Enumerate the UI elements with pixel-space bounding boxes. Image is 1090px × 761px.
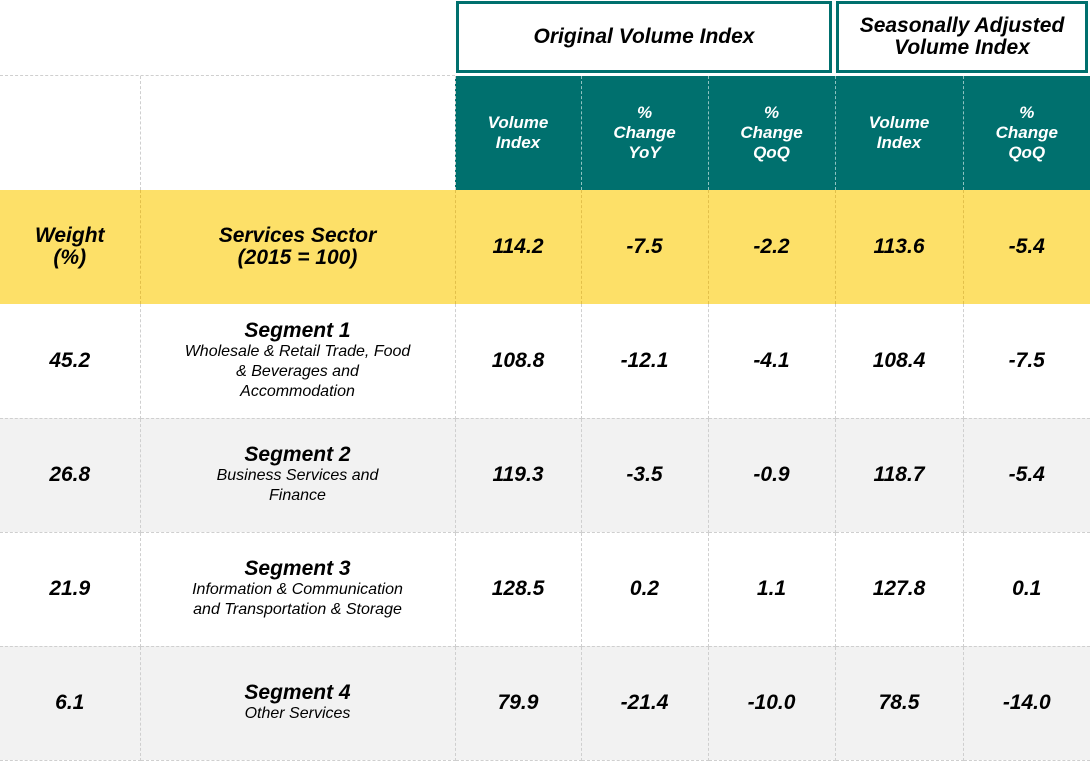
segment-title: Segment 4	[244, 681, 351, 704]
row-value: 78.5	[835, 646, 964, 761]
row-value: 118.7	[835, 418, 964, 533]
row-value: 128.5	[455, 532, 582, 647]
sector-value: -7.5	[581, 190, 709, 304]
row-segment: Segment 2 Business Services and Finance	[140, 418, 456, 533]
row-weight: 6.1	[0, 646, 141, 761]
table-row: 26.8 Segment 2 Business Services and Fin…	[0, 418, 1090, 533]
row-value: 108.8	[455, 304, 582, 419]
segment-description: Information & Communication and Transpor…	[192, 581, 403, 618]
row-value: 108.4	[835, 304, 964, 419]
header-blank-sector	[140, 76, 456, 190]
row-segment: Segment 3 Information & Communication an…	[140, 532, 456, 647]
column-header-change-yoy: % Change YoY	[581, 76, 709, 190]
weight-header: Weight (%)	[0, 190, 141, 304]
group-header-original-label: Original Volume Index	[533, 25, 755, 48]
row-value: -5.4	[963, 418, 1090, 533]
row-segment: Segment 4 Other Services	[140, 646, 456, 761]
row-weight: 26.8	[0, 418, 141, 533]
top-left-divider	[0, 75, 455, 76]
table-row: 21.9 Segment 3 Information & Communicati…	[0, 532, 1090, 647]
data-table: Volume Index % Change YoY % Change QoQ V…	[0, 76, 1090, 761]
group-header-seasonally-adjusted-label: Seasonally Adjusted Volume Index	[859, 14, 1065, 59]
row-value: -12.1	[581, 304, 709, 419]
row-weight: 21.9	[0, 532, 141, 647]
row-value: -7.5	[963, 304, 1090, 419]
row-value: -14.0	[963, 646, 1090, 761]
column-header-sa-change-qoq: % Change QoQ	[963, 76, 1090, 190]
row-value: 1.1	[708, 532, 836, 647]
column-header-row: Volume Index % Change YoY % Change QoQ V…	[0, 76, 1090, 190]
sector-value: 113.6	[835, 190, 964, 304]
row-value: 0.2	[581, 532, 709, 647]
segment-description: Wholesale & Retail Trade, Food & Beverag…	[184, 342, 411, 400]
row-value: -21.4	[581, 646, 709, 761]
row-segment: Segment 1 Wholesale & Retail Trade, Food…	[140, 304, 456, 419]
row-value: -10.0	[708, 646, 836, 761]
column-header-change-qoq: % Change QoQ	[708, 76, 836, 190]
sector-value: 114.2	[455, 190, 582, 304]
row-value: 79.9	[455, 646, 582, 761]
row-value: 127.8	[835, 532, 964, 647]
segment-title: Segment 2	[244, 443, 351, 466]
row-value: -4.1	[708, 304, 836, 419]
segment-title: Segment 1	[244, 318, 351, 342]
column-header-volume-index: Volume Index	[455, 76, 582, 190]
header-blank-weight	[0, 76, 141, 190]
table-row: 6.1 Segment 4 Other Services 79.9 -21.4 …	[0, 646, 1090, 761]
sector-value: -2.2	[708, 190, 836, 304]
row-weight: 45.2	[0, 304, 141, 419]
group-header-original: Original Volume Index	[456, 1, 832, 73]
column-header-sa-volume-index: Volume Index	[835, 76, 964, 190]
row-value: 0.1	[963, 532, 1090, 647]
sector-row: Weight (%) Services Sector (2015 = 100) …	[0, 190, 1090, 304]
segment-description: Business Services and Finance	[216, 467, 379, 504]
table-row: 45.2 Segment 1 Wholesale & Retail Trade,…	[0, 304, 1090, 419]
group-header-seasonally-adjusted: Seasonally Adjusted Volume Index	[836, 1, 1088, 73]
row-value: -0.9	[708, 418, 836, 533]
sector-name: Services Sector (2015 = 100)	[140, 190, 456, 304]
segment-description: Other Services	[244, 705, 351, 722]
row-value: -3.5	[581, 418, 709, 533]
row-value: 119.3	[455, 418, 582, 533]
segment-title: Segment 3	[244, 557, 351, 580]
sector-value: -5.4	[1008, 235, 1045, 258]
